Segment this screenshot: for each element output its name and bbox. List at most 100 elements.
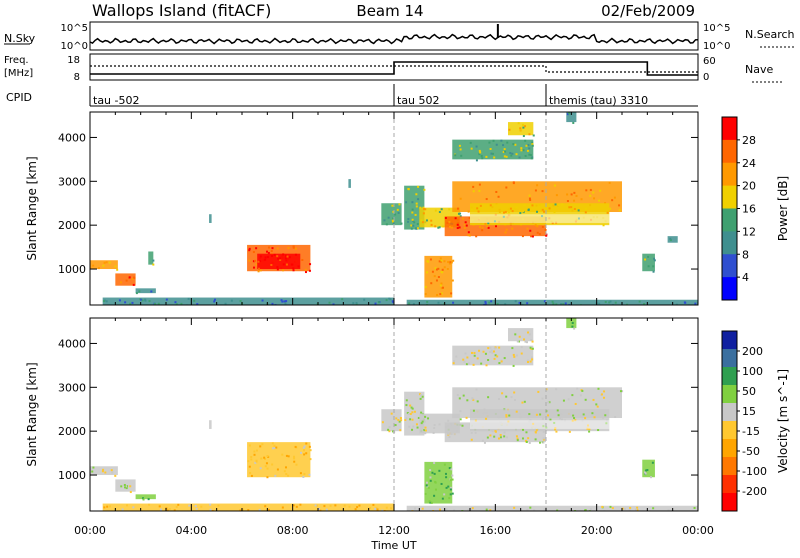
data-region-17: [406, 505, 698, 511]
panel-power: 1000 2000 3000 4000 Slant Range [km] 28 24 20 16…: [25, 111, 790, 306]
data-region-12: [470, 409, 610, 432]
colorbar-segment-7: [722, 277, 737, 301]
y-tick-label: 2000: [58, 425, 86, 438]
cpid-segment-label-1: tau 502: [397, 94, 440, 107]
colorbar-tick-label: 50: [742, 385, 756, 398]
colorbar-segment-5: [722, 231, 737, 255]
x-tick-label: 00:00: [682, 524, 714, 537]
nsearch-tick-bottom: 10^0: [703, 41, 730, 52]
data-region-5: [102, 503, 395, 511]
nsearch-tick-top: 10^5: [703, 23, 730, 34]
nsky-tick-bottom: 10^0: [61, 41, 88, 52]
x-tick-label: 20:00: [581, 524, 613, 537]
colorbar-tick-label: 24: [742, 157, 756, 170]
freq-tick-top: 18: [67, 55, 80, 66]
colorbar-segment-3: [722, 185, 737, 209]
data-region-7: [102, 297, 395, 305]
x-tick-label: 12:00: [378, 524, 410, 537]
x-tick-label: 08:00: [277, 524, 309, 537]
colorbar-segment-0: [722, 331, 737, 350]
station-title: Wallops Island (fitACF): [92, 1, 271, 20]
colorbar-segment-2: [722, 367, 737, 386]
freq-label-line2: [MHz]: [4, 68, 33, 79]
freq-trace: [90, 61, 698, 76]
x-tick-label: 00:00: [74, 524, 106, 537]
colorbar-tick-label: 15: [742, 405, 756, 418]
colorbar-tick-label: 200: [742, 345, 763, 358]
colorbar-frame: [721, 330, 738, 512]
data-region-2: [135, 494, 156, 500]
data-region-18: [566, 112, 577, 123]
data-region-8: [348, 179, 351, 188]
data-region-14: [508, 328, 534, 342]
date-title: 02/Feb/2009: [601, 2, 695, 20]
cpid-segment-label-2: themis (tau) 3310: [549, 94, 648, 107]
nsky-label: N.Sky: [4, 32, 36, 45]
y-tick-label: 3000: [58, 381, 86, 394]
data-region-6: [257, 253, 301, 270]
colorbar-tick-label: -15: [742, 425, 760, 438]
data-gap-0: [470, 420, 610, 429]
data-region-20: [667, 236, 678, 243]
freq-tick-bottom: 8: [74, 72, 80, 83]
colorbar-segment-6: [722, 439, 737, 458]
nsky-trace: [89, 33, 699, 45]
data-region-7: [404, 391, 425, 436]
x-axis-label: Time UT: [370, 539, 416, 552]
panel-data-0: [90, 112, 698, 305]
data-region-2: [135, 288, 156, 294]
data-region-15: [566, 318, 577, 329]
cpid-segment-label-0: tau -502: [93, 94, 140, 107]
colorbar-segment-1: [722, 349, 737, 368]
colorbar-tick-label: 8: [742, 248, 749, 261]
colorbar-tick-label: -50: [742, 445, 760, 458]
colorbar-segment-6: [722, 254, 737, 278]
colorbar-segment-9: [722, 493, 737, 512]
y-axis-label: Slant Range [km]: [25, 156, 39, 260]
colorbar-segment-2: [722, 162, 737, 187]
colorbar-tick-label: 20: [742, 180, 756, 193]
data-region-9: [424, 461, 453, 504]
y-tick-label: 4000: [58, 131, 86, 144]
freq-panel-frame: [89, 53, 699, 81]
colorbar-segment-4: [722, 208, 737, 232]
x-tick-label: 16:00: [479, 524, 511, 537]
data-gap-0: [470, 214, 610, 223]
nave-trace: [90, 65, 698, 73]
colorbar-label: Velocity [m s^-1]: [776, 369, 790, 473]
nsky-tick-top: 10^5: [61, 23, 88, 34]
panel-data-1: [90, 318, 698, 511]
freq-label-line1: Freq.: [4, 55, 29, 66]
panel-velocity: 1000 2000 3000 4000 Slant Range [km] 200 100 50…: [25, 317, 790, 512]
colorbar-segment-4: [722, 403, 737, 422]
y-tick-label: 1000: [58, 469, 86, 482]
colorbar-segment-5: [722, 421, 737, 440]
data-region-3: [209, 420, 212, 429]
colorbar-tick-label: 16: [742, 203, 756, 216]
data-region-4: [209, 214, 212, 223]
data-region-3: [148, 251, 154, 265]
colorbar-tick-label: 4: [742, 271, 749, 284]
colorbar-segment-1: [722, 139, 737, 164]
colorbar-tick-label: 28: [742, 134, 756, 147]
colorbar-tick-label: 100: [742, 365, 763, 378]
nave-label: Nave: [745, 63, 773, 76]
colorbar-tick-label: 12: [742, 225, 756, 238]
data-region-13: [452, 345, 534, 366]
y-tick-label: 4000: [58, 337, 86, 350]
colorbar-segment-8: [722, 475, 737, 494]
y-tick-label: 3000: [58, 175, 86, 188]
x-tick-label: 04:00: [175, 524, 207, 537]
colorbar-tick-label: -200: [742, 485, 767, 498]
cpid-label: CPID: [6, 91, 32, 104]
data-region-19: [642, 253, 655, 272]
beam-title: Beam 14: [356, 2, 423, 20]
data-region-9: [381, 203, 402, 226]
colorbar-segment-0: [722, 117, 737, 141]
data-region-4: [247, 442, 311, 478]
data-region-0: [90, 260, 118, 270]
nave-tick-bottom: 0: [703, 72, 709, 83]
nave-tick-top: 60: [703, 56, 716, 67]
colorbar-tick-label: -100: [742, 465, 767, 478]
